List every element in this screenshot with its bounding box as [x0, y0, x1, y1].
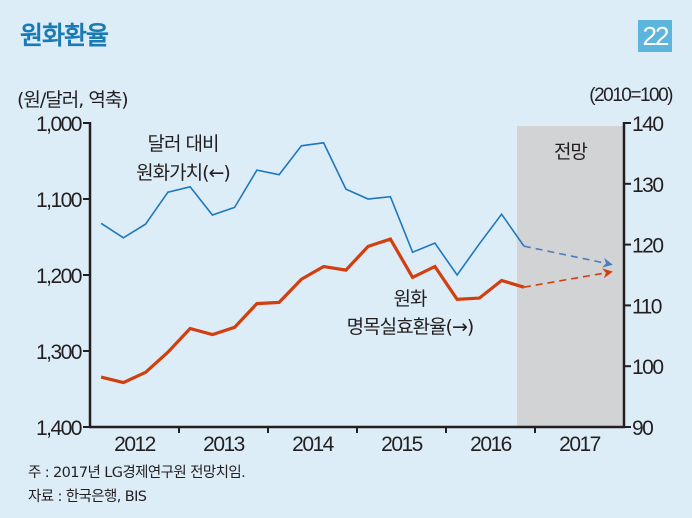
right-tick-label: 90	[632, 417, 653, 440]
forecast-label: 전망	[554, 141, 587, 163]
forecast-shade	[516, 126, 624, 427]
blue-forecast-arrow	[523, 245, 613, 268]
x-tick-label: 2016	[470, 433, 512, 456]
blue-series-label-line2: 원화가치(←)	[136, 162, 230, 184]
left-axis-unit-label: (원/달러, 역축)	[17, 89, 129, 111]
right-axis-unit-label: (2010=100)	[589, 85, 673, 106]
right-tick-label: 100	[632, 356, 663, 379]
red-forecast-arrow	[523, 268, 613, 288]
left-tick-label: 1,000	[36, 113, 82, 136]
left-tick-label: 1,100	[36, 189, 82, 212]
right-tick-label: 130	[632, 174, 663, 197]
x-tick-label: 2014	[292, 433, 335, 456]
footnote: 주 : 2017년 LG경제연구원 전망치임.	[28, 465, 246, 481]
axes: 1,000 1,100 1,200 1,300 1,400 140 130 120 110 100…	[36, 113, 665, 456]
series-lines	[100, 141, 613, 385]
left-tick-label: 1,400	[36, 417, 82, 440]
red-series-line	[100, 237, 525, 385]
red-series-label-line1: 원화	[394, 288, 427, 310]
x-tick-label: 2013	[203, 433, 245, 456]
right-tick-label: 140	[632, 113, 663, 136]
right-tick-label: 120	[632, 235, 663, 258]
x-tick-label: 2015	[381, 433, 423, 456]
red-series-label-line2: 명목실효환율(→)	[347, 316, 474, 338]
blue-series-line	[100, 141, 525, 277]
chart-notes: 주 : 2017년 LG경제연구원 전망치임. 자료 : 한국은행, BIS	[28, 461, 246, 509]
blue-series-label-line1: 달러 대비	[148, 133, 219, 155]
chart-title: 원화환율	[20, 21, 109, 50]
right-tick-label: 110	[632, 295, 662, 318]
left-tick-label: 1,200	[36, 265, 82, 288]
page-number-badge: 22	[638, 20, 672, 52]
x-tick-label: 2012	[114, 433, 156, 456]
source-note: 자료 : 한국은행, BIS	[28, 489, 147, 505]
x-tick-label: 2017	[559, 433, 601, 456]
left-tick-label: 1,300	[36, 341, 82, 364]
